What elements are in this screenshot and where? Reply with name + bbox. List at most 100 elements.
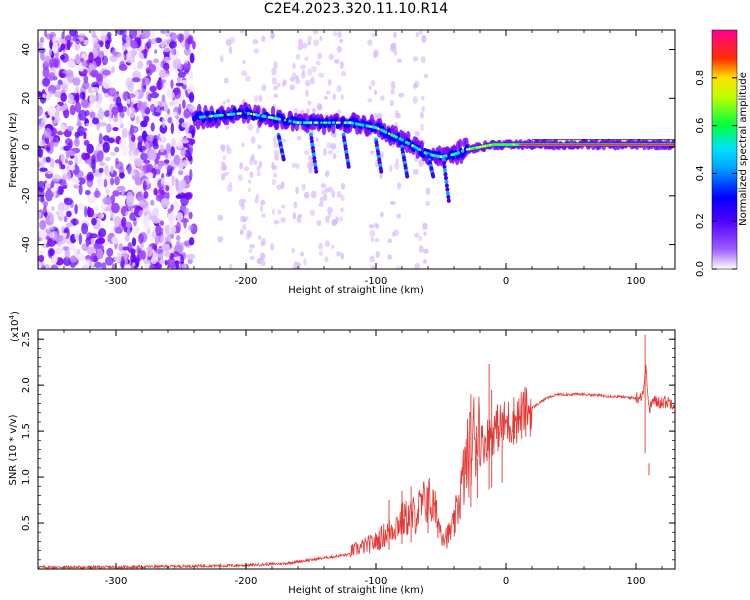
spectrogram-noise-cell — [166, 234, 171, 246]
spectrogram-noise-cell — [60, 153, 65, 163]
spectrogram-noise-cell — [38, 261, 42, 269]
spectrogram-noise-cell — [99, 34, 109, 42]
spectrogram-noise-cell — [121, 216, 127, 228]
spectrogram-noise-cell — [152, 243, 158, 250]
spectrogram-noise-cell — [60, 92, 67, 103]
spectrogram-ridge-peak — [510, 143, 513, 146]
spectrogram-ridge-peak — [304, 121, 307, 124]
spectrogram-faint-cell — [219, 55, 224, 63]
spectrogram-faint-cell — [324, 170, 330, 178]
spectrogram-faint-cell — [315, 137, 319, 143]
spectrogram-ridge-peak — [468, 147, 471, 151]
spectrogram-noise-cell — [109, 55, 118, 63]
spectrogram-noise-cell — [67, 60, 76, 68]
spectrogram-noise-cell — [79, 91, 86, 100]
spectrogram-faint-cell — [260, 204, 264, 213]
spectrogram-streak — [379, 169, 384, 174]
spectrogram-ridge-peak — [499, 143, 502, 146]
spectrogram-noise-cell — [140, 120, 148, 128]
spectrogram-faint-cell — [273, 149, 280, 155]
spectrogram-noise-cell — [40, 50, 45, 61]
spectrogram-noise-cell — [50, 158, 55, 168]
spectrogram-noise-cell — [41, 264, 46, 269]
spectrogram-ridge-peak — [237, 112, 240, 115]
spectrogram-noise-cell — [168, 41, 177, 49]
spectrogram-faint-cell — [226, 147, 232, 155]
spectrogram-streak — [346, 164, 351, 169]
spectrogram-noise-cell — [133, 127, 138, 133]
spectrogram-noise-cell — [76, 249, 81, 255]
colorbar-gradient — [711, 29, 738, 270]
spectrogram-faint-cell — [319, 35, 323, 42]
spectrogram-noise-cell — [53, 186, 57, 198]
spectrogram-ridge-peak — [369, 125, 372, 128]
spectrogram-noise-cell — [165, 185, 170, 192]
spectrogram-noise-cell — [111, 263, 116, 269]
spectrogram-noise-cell — [157, 163, 162, 170]
spectrogram-noise-cell — [166, 165, 173, 176]
spectrogram-faint-cell — [425, 200, 431, 207]
spectrogram-noise-cell — [167, 116, 173, 124]
spectrogram-faint-cell — [252, 39, 259, 45]
spectrogram-ridge-core — [456, 151, 461, 155]
snr-y-tick-label: 0.5 — [21, 515, 32, 531]
spectrogram-faint-cell — [220, 144, 226, 151]
spectrogram-noise-cell — [159, 220, 165, 226]
spectrogram-ridge-peak — [419, 148, 422, 152]
spectrogram-noise-cell — [175, 240, 180, 250]
spectrogram-noise-cell — [189, 169, 193, 181]
spectrogram-faint-cell — [282, 138, 286, 143]
spectrogram-noise-cell — [161, 94, 166, 103]
spectrogram-noise-cell — [155, 37, 163, 44]
spectrogram-noise-cell — [106, 247, 114, 257]
spectrogram-noise-cell — [126, 194, 135, 207]
spectrogram-ridge-core — [246, 111, 250, 115]
spectrogram-faint-cell — [418, 244, 424, 253]
spectrogram-faint-cell — [420, 123, 424, 132]
spectrogram-faint-cell — [317, 104, 323, 111]
spectrogram-noise-cell — [120, 256, 125, 268]
spectrogram-faint-cell — [311, 107, 317, 113]
spectrogram-noise-cell — [74, 53, 81, 65]
spectrogram-streak — [446, 194, 451, 200]
spectrogram-noise-cell — [184, 207, 190, 216]
spectrogram-ridge-blue — [206, 110, 210, 117]
spectrogram-ridge-outer — [419, 140, 424, 151]
spectrogram-noise-cell — [172, 111, 178, 117]
spectrogram-noise-cell — [67, 141, 72, 152]
spectrogram-noise-cell — [183, 108, 191, 119]
spectrogram-noise-cell — [144, 77, 150, 86]
spectrogram-ridge-core — [327, 121, 332, 125]
spectrogram-faint-cell — [332, 93, 336, 101]
spectrogram-noise-cell — [141, 30, 151, 39]
spectrogram-noise-cell — [50, 181, 55, 189]
spectrogram-noise-cell — [90, 69, 99, 78]
spectrogram-x-label: Height of straight line (km) — [288, 285, 424, 296]
spectrogram-faint-cell — [326, 142, 332, 149]
spectrogram-noise-cell — [84, 205, 88, 218]
snr-x-tick-label: -200 — [235, 576, 258, 587]
spectrogram-faint-cell — [294, 75, 300, 80]
spectrogram-faint-cell — [249, 171, 254, 178]
spectrogram-ridge-peak — [497, 143, 500, 146]
spectrogram-noise-cell — [59, 181, 68, 188]
snr-y-multiplier-base: (x10 — [10, 319, 21, 342]
spectrogram-noise-cell — [186, 253, 195, 260]
spectrogram-noise-cell — [160, 136, 167, 144]
spectrogram-noise-cell — [77, 177, 86, 185]
figure-title: C2E4.2023.320.11.10.R14 — [263, 1, 449, 17]
spectrogram-faint-cell — [295, 53, 301, 60]
spectrogram-noise-cell — [68, 160, 73, 166]
spectrogram-noise-cell — [111, 106, 119, 116]
spectrogram-noise-cell — [74, 169, 84, 179]
spectrogram-noise-cell — [110, 165, 114, 174]
spectrogram-faint-cell — [370, 150, 375, 155]
spectrogram-noise-cell — [38, 249, 46, 254]
spectrogram-noise-cell — [185, 132, 192, 138]
spectrogram-noise-cell — [45, 166, 54, 175]
spectrogram-faint-cell — [261, 213, 266, 218]
spectrogram-noise-cell — [60, 123, 66, 133]
spectrogram-faint-cell — [339, 61, 344, 69]
spectrogram-noise-cell — [143, 116, 150, 123]
spectrogram-faint-cell — [374, 238, 380, 243]
